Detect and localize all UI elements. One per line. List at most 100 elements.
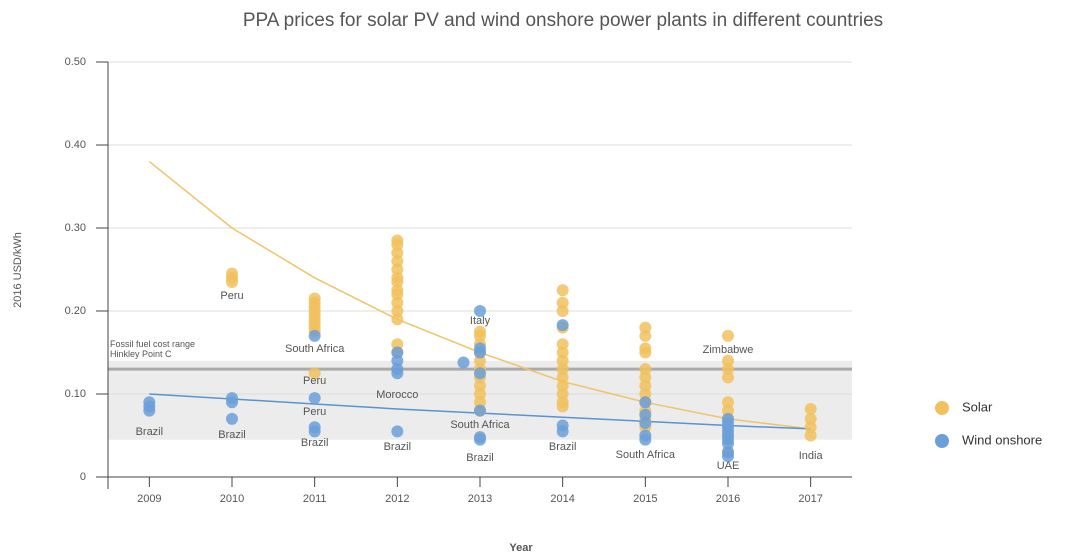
legend-label: Wind onshore <box>962 432 1042 447</box>
point <box>639 388 652 400</box>
point <box>474 305 486 317</box>
x-tick-label: 2009 <box>137 493 161 505</box>
point <box>556 425 569 438</box>
point <box>556 400 569 413</box>
point <box>391 354 404 367</box>
country-label: South Africa <box>616 449 676 461</box>
band-label: Hinkley Point C <box>110 349 172 359</box>
point <box>308 367 321 380</box>
country-label: Italy <box>470 315 491 327</box>
y-axis-label: 2016 USD/kWh <box>12 232 24 308</box>
point <box>556 296 569 309</box>
point <box>722 329 734 342</box>
point <box>474 367 486 380</box>
country-label: UAE <box>717 460 740 472</box>
point <box>391 275 404 288</box>
point <box>639 329 652 342</box>
x-tick-label: 2010 <box>220 493 244 505</box>
y-tick-label: 0.10 <box>65 388 86 400</box>
point <box>391 305 404 317</box>
point <box>639 379 652 392</box>
point <box>556 354 569 367</box>
country-label: Brazil <box>136 426 164 438</box>
point <box>474 388 486 400</box>
point <box>639 396 652 409</box>
y-tick-label: 0.30 <box>65 222 86 234</box>
point <box>474 433 486 446</box>
point <box>556 284 569 297</box>
point <box>556 305 569 317</box>
point <box>804 429 817 442</box>
country-label: India <box>799 450 824 462</box>
point <box>639 321 652 334</box>
point <box>457 356 470 369</box>
x-tick-label: 2013 <box>468 493 492 505</box>
point <box>474 329 486 342</box>
band-label: Fossil fuel cost range <box>110 339 195 349</box>
country-label: Peru <box>303 406 326 418</box>
point <box>639 363 652 376</box>
chart-title: PPA prices for solar PV and wind onshore… <box>243 10 883 31</box>
point <box>556 379 569 392</box>
point <box>639 433 652 446</box>
y-tick-label: 0 <box>80 471 86 483</box>
country-label: Brazil <box>218 429 246 441</box>
x-tick-label: 2011 <box>303 493 327 505</box>
point <box>474 404 486 417</box>
x-tick-label: 2012 <box>385 493 409 505</box>
point <box>639 371 652 384</box>
point <box>391 255 404 268</box>
point <box>143 404 156 417</box>
country-label: South Africa <box>450 419 510 431</box>
point <box>308 392 321 405</box>
point <box>474 379 486 392</box>
point <box>391 288 404 301</box>
point <box>474 354 486 367</box>
country-label: Brazil <box>549 441 577 453</box>
point <box>391 263 404 276</box>
point <box>391 246 404 259</box>
country-label: Zimbabwe <box>703 344 754 356</box>
point <box>226 275 238 288</box>
country-label: Morocco <box>376 389 418 401</box>
legend-label: Solar <box>962 399 993 414</box>
point <box>556 363 569 376</box>
point <box>391 338 404 351</box>
point <box>556 371 569 384</box>
point <box>722 396 734 409</box>
point <box>639 408 652 421</box>
country-label: South Africa <box>285 343 345 355</box>
point <box>556 338 569 351</box>
point <box>722 354 734 367</box>
country-label: Peru <box>220 290 243 302</box>
point <box>722 404 734 417</box>
y-tick-label: 0.40 <box>65 139 86 151</box>
point <box>308 425 321 438</box>
point <box>474 346 486 359</box>
point <box>639 417 652 430</box>
point <box>308 329 321 342</box>
legend-marker <box>935 401 949 415</box>
country-label: Peru <box>303 375 326 387</box>
point <box>226 412 238 425</box>
country-label: Brazil <box>301 437 329 449</box>
x-tick-label: 2017 <box>798 493 822 505</box>
point <box>391 367 404 380</box>
point <box>804 402 817 415</box>
x-tick-label: 2016 <box>716 493 740 505</box>
x-axis-label: Year <box>509 542 533 554</box>
x-tick-label: 2014 <box>550 493 574 505</box>
point <box>391 238 404 251</box>
y-tick-label: 0.50 <box>65 56 86 68</box>
point <box>804 412 817 425</box>
point <box>474 396 486 409</box>
point <box>722 450 734 463</box>
point <box>804 421 817 434</box>
point <box>556 388 569 400</box>
point <box>722 437 734 450</box>
point <box>391 425 404 438</box>
point <box>722 371 734 384</box>
point <box>226 396 238 409</box>
point <box>639 346 652 359</box>
